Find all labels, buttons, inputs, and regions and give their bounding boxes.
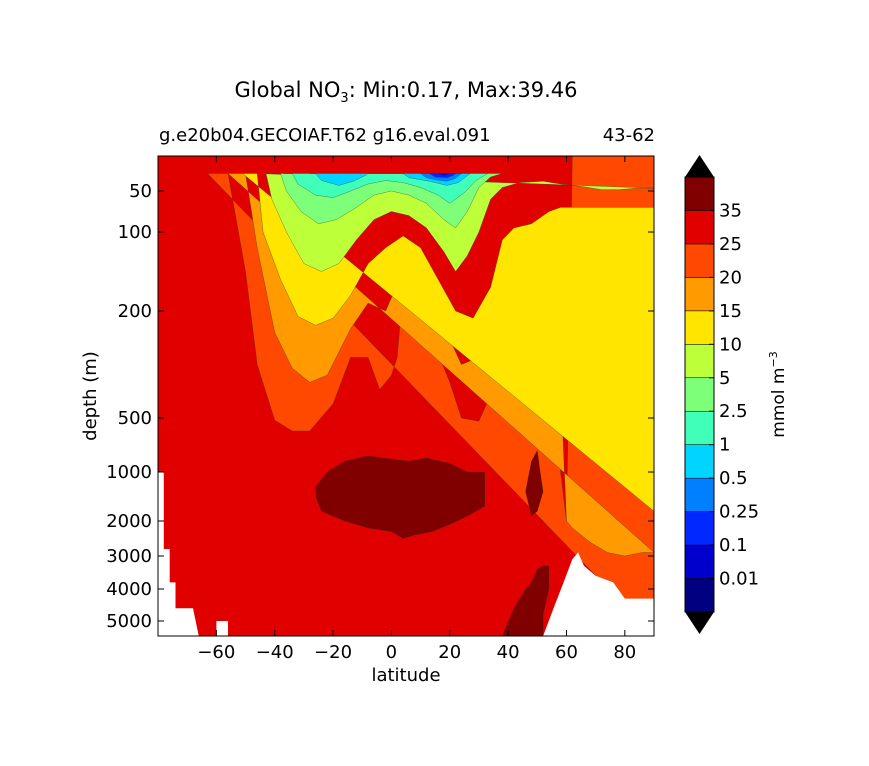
no-data-region-2 <box>543 552 654 636</box>
y-axis-label: depth (m) <box>80 351 101 441</box>
colorbar-segment <box>684 444 715 479</box>
y-tick-label: 2000 <box>106 511 152 532</box>
chart-title: Global NO3: Min:0.17, Max:39.46 <box>234 78 578 107</box>
colorbar-tick-label: 10 <box>719 334 742 355</box>
x-tick-label: 60 <box>555 642 578 663</box>
x-axis-label: latitude <box>371 665 440 686</box>
colorbar-tick-label: 0.25 <box>719 502 759 523</box>
colorbar-segment <box>684 243 715 278</box>
colorbar-tick-label: 15 <box>719 301 742 322</box>
colorbar-tick-label: 20 <box>719 267 742 288</box>
colorbar-segment <box>684 210 715 245</box>
colorbar-tick-label: 2.5 <box>719 401 748 422</box>
y-tick-label: 5000 <box>106 611 152 632</box>
x-axis: −60 −40 −20 0 20 40 60 80 latitude <box>197 156 636 686</box>
colorbar-segment <box>684 544 715 579</box>
colorbar-segment <box>684 344 715 379</box>
x-tick-label: 20 <box>438 642 461 663</box>
colorbar-label: mmol m−3 <box>767 351 789 437</box>
colorbar-tick-label: 1 <box>719 435 730 456</box>
contour-region-11 <box>315 455 486 539</box>
colorbar-extend-min <box>685 612 714 634</box>
colorbar-segment <box>684 410 715 445</box>
colorbar-frame <box>684 176 715 613</box>
x-tick-label: 0 <box>386 642 397 663</box>
colorbar-tick-label: 35 <box>719 200 742 221</box>
contour-region-9 <box>428 173 457 178</box>
chart-subtitle-right: 43-62 <box>602 125 655 146</box>
colorbar-segment <box>684 477 715 512</box>
colorbar-segment <box>684 511 715 546</box>
colorbar-segment <box>684 176 715 211</box>
y-tick-label: 50 <box>129 181 152 202</box>
chart-subtitle-left: g.e20b04.GECOIAF.T62 g16.eval.091 <box>159 125 491 146</box>
colorbar-segment <box>684 277 715 312</box>
y-tick-label: 200 <box>118 301 152 322</box>
x-tick-label: 80 <box>613 642 636 663</box>
contour-region-12 <box>525 449 544 517</box>
colorbar-segment <box>684 377 715 412</box>
contour-region-13 <box>502 565 550 636</box>
contour-region-10 <box>438 173 450 176</box>
colorbar-tick-label: 0.01 <box>719 569 759 590</box>
colorbar-extend-max <box>685 155 714 177</box>
x-tick-label: 40 <box>497 642 520 663</box>
colorbar-tick-label: 0.1 <box>719 535 748 556</box>
y-tick-label: 1000 <box>106 462 152 483</box>
plot-frame <box>157 155 655 637</box>
colorbar-tick-label: 0.5 <box>719 468 748 489</box>
y-tick-label: 3000 <box>106 546 152 567</box>
colorbar: 0.01 0.1 0.25 0.5 1 2.5 5 10 15 20 25 35 mmol m−3 <box>684 155 789 634</box>
colorbar-segment <box>684 578 715 613</box>
colorbar-segment <box>684 310 715 345</box>
no-data-region-1 <box>216 621 228 636</box>
y-tick-label: 4000 <box>106 579 152 600</box>
colorbar-tick-label: 25 <box>719 234 742 255</box>
x-tick-label: −60 <box>197 642 235 663</box>
contour-region-3 <box>241 173 654 512</box>
plot-area <box>157 155 655 637</box>
x-tick-label: −20 <box>314 642 352 663</box>
colorbar-tick-label: 5 <box>719 368 730 389</box>
x-tick-label: −40 <box>256 642 294 663</box>
y-axis: 50 100 200 500 1000 2000 3000 4000 5000 depth (m) <box>80 181 654 632</box>
y-tick-label: 100 <box>118 222 152 243</box>
y-tick-label: 500 <box>118 408 152 429</box>
no-data-region-0 <box>158 472 199 636</box>
